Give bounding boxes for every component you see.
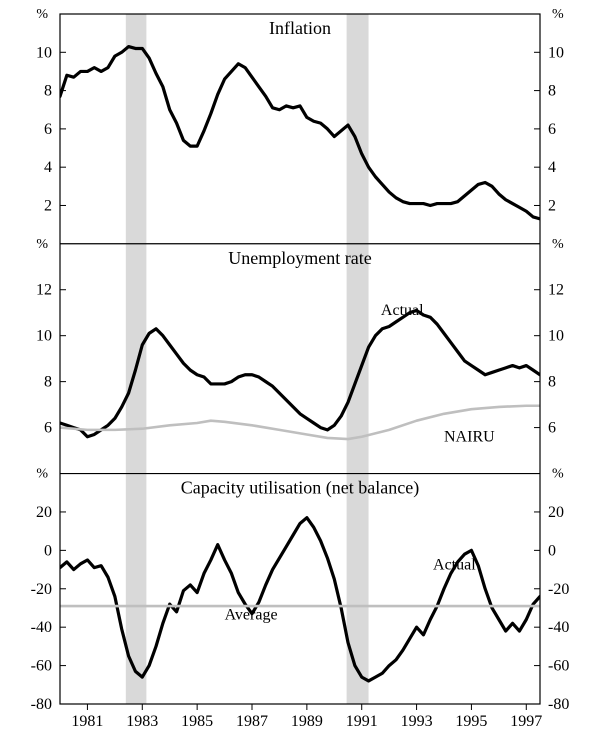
y-tick-label-right: -20 [548, 581, 569, 598]
y-tick-label: 8 [44, 83, 52, 100]
y-tick-label-right: 8 [548, 83, 556, 100]
x-tick-label: 1995 [455, 713, 487, 730]
y-tick-label-right: -40 [548, 619, 569, 636]
stacked-line-charts: 2 2 4 4 6 6 8 8 10 10%% Inflation 6 6 8 8 10 10 12 12%% Act… [0, 0, 600, 734]
x-tick-label: 1991 [346, 713, 378, 730]
recession-band [126, 14, 147, 704]
panel-title: Capacity utilisation (net balance) [181, 478, 419, 499]
y-tick-label-right: 6 [548, 121, 556, 138]
x-tick-label: 1993 [401, 713, 433, 730]
y-tick-label-right: 4 [548, 159, 556, 176]
y-unit-left: % [36, 237, 48, 252]
y-unit-right: % [552, 467, 564, 482]
y-unit-right: % [552, 7, 564, 22]
x-tick-label: 1983 [126, 713, 158, 730]
y-tick-label: 6 [44, 420, 52, 437]
y-tick-label: 10 [36, 44, 52, 61]
x-tick-label: 1987 [236, 713, 268, 730]
annotation-label: NAIRU [444, 428, 495, 445]
y-tick-label: 20 [36, 504, 52, 521]
y-tick-label-right: 10 [548, 328, 564, 345]
y-tick-label-right: 6 [548, 420, 556, 437]
y-tick-label-right: -80 [548, 696, 569, 713]
y-tick-label: 2 [44, 197, 52, 214]
y-tick-label: -20 [31, 581, 52, 598]
annotation-label: Average [225, 606, 278, 623]
y-tick-label: -60 [31, 658, 52, 675]
y-tick-label-right: 8 [548, 374, 556, 391]
y-tick-label: 0 [44, 542, 52, 559]
x-tick-label: 1981 [71, 713, 103, 730]
x-tick-label: 1989 [291, 713, 323, 730]
y-unit-left: % [36, 7, 48, 22]
x-tick-label: 1997 [510, 713, 542, 730]
annotation-label: Actual [433, 557, 476, 574]
y-tick-label-right: 20 [548, 504, 564, 521]
y-tick-label-right: 0 [548, 542, 556, 559]
x-tick-label: 1985 [181, 713, 213, 730]
panel-title: Unemployment rate [228, 248, 371, 268]
panel-title: Inflation [269, 18, 331, 38]
y-tick-label-right: 10 [548, 44, 564, 61]
y-tick-label: 10 [36, 328, 52, 345]
y-tick-label: 8 [44, 374, 52, 391]
y-tick-label: -80 [31, 696, 52, 713]
y-tick-label-right: -60 [548, 658, 569, 675]
annotation-label: Actual [381, 302, 424, 319]
y-tick-label: 4 [44, 159, 52, 176]
y-tick-label: 6 [44, 121, 52, 138]
y-unit-right: % [552, 237, 564, 252]
y-tick-label: -40 [31, 619, 52, 636]
y-tick-label: 12 [36, 282, 52, 299]
y-unit-left: % [36, 467, 48, 482]
y-tick-label-right: 2 [548, 197, 556, 214]
y-tick-label-right: 12 [548, 282, 564, 299]
